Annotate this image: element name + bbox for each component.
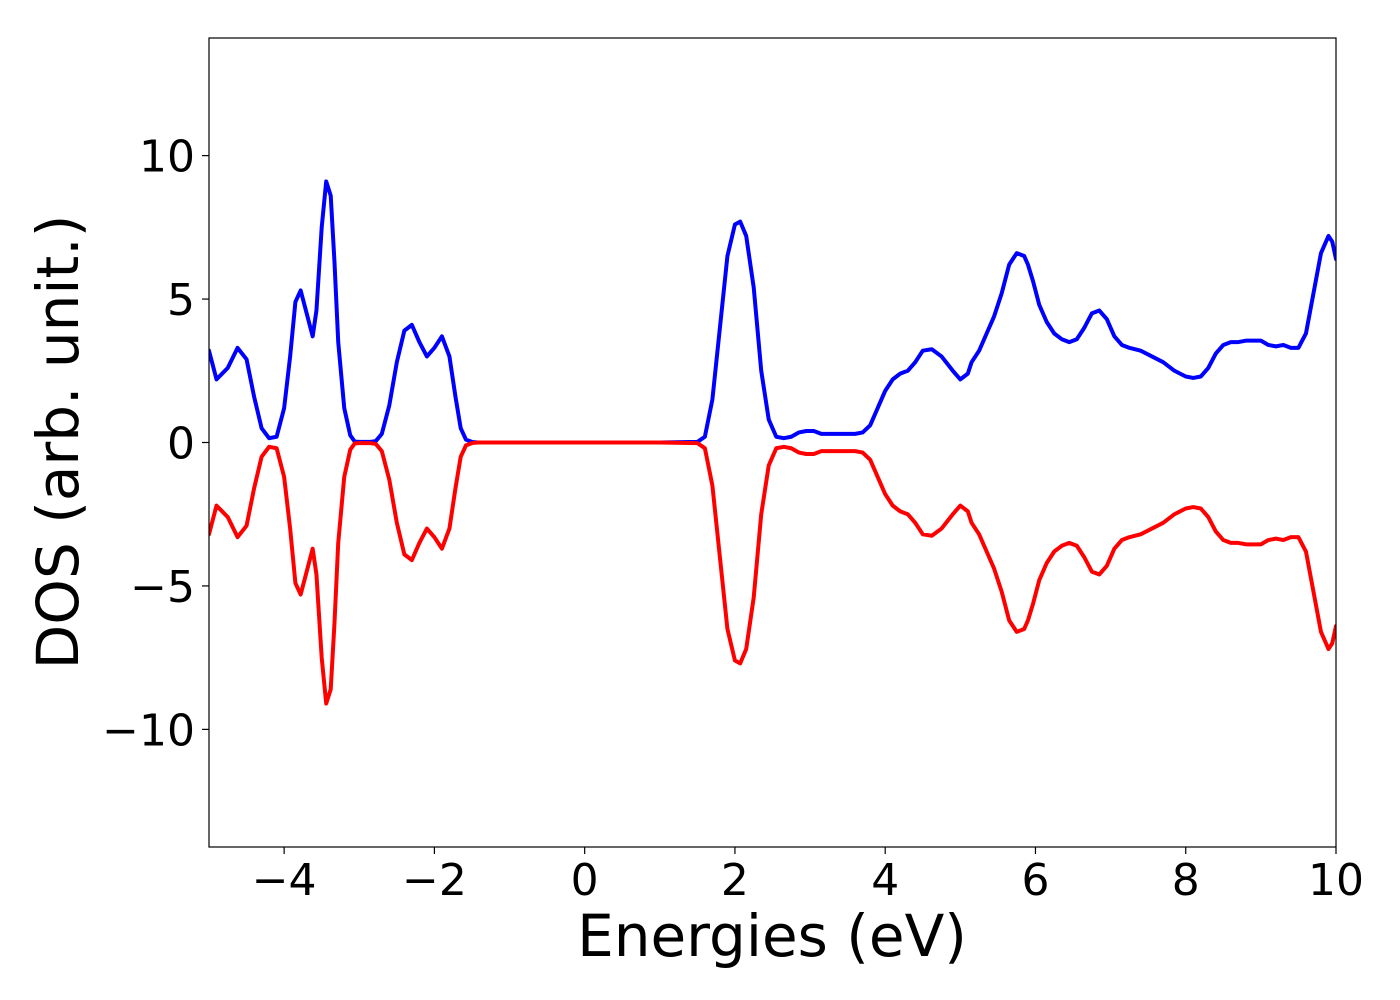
y-tick-label: 5 bbox=[167, 275, 195, 326]
y-tick-label: −10 bbox=[102, 705, 195, 756]
x-tick-label: 6 bbox=[1021, 855, 1049, 906]
x-tick-label: 4 bbox=[871, 855, 899, 906]
y-axis: −10 −5 0 5 10 bbox=[102, 132, 209, 756]
x-tick-label: 10 bbox=[1308, 855, 1364, 906]
x-tick-label: 8 bbox=[1172, 855, 1200, 906]
y-tick-label: 0 bbox=[167, 419, 195, 470]
series-layer bbox=[209, 179, 1336, 706]
x-tick-label: −2 bbox=[402, 855, 467, 906]
y-tick-label: −5 bbox=[130, 562, 195, 613]
y-tick-label: 10 bbox=[139, 132, 195, 183]
x-tick-label: −4 bbox=[252, 855, 317, 906]
y-axis-label: DOS (arb. unit.) bbox=[24, 215, 92, 670]
series-line-2 bbox=[209, 440, 1336, 706]
x-axis-label: Energies (eV) bbox=[577, 902, 967, 970]
x-tick-label: 2 bbox=[721, 855, 749, 906]
x-axis: −4 −2 0 2 4 6 8 10 bbox=[252, 847, 1364, 906]
x-tick-label: 0 bbox=[571, 855, 599, 906]
